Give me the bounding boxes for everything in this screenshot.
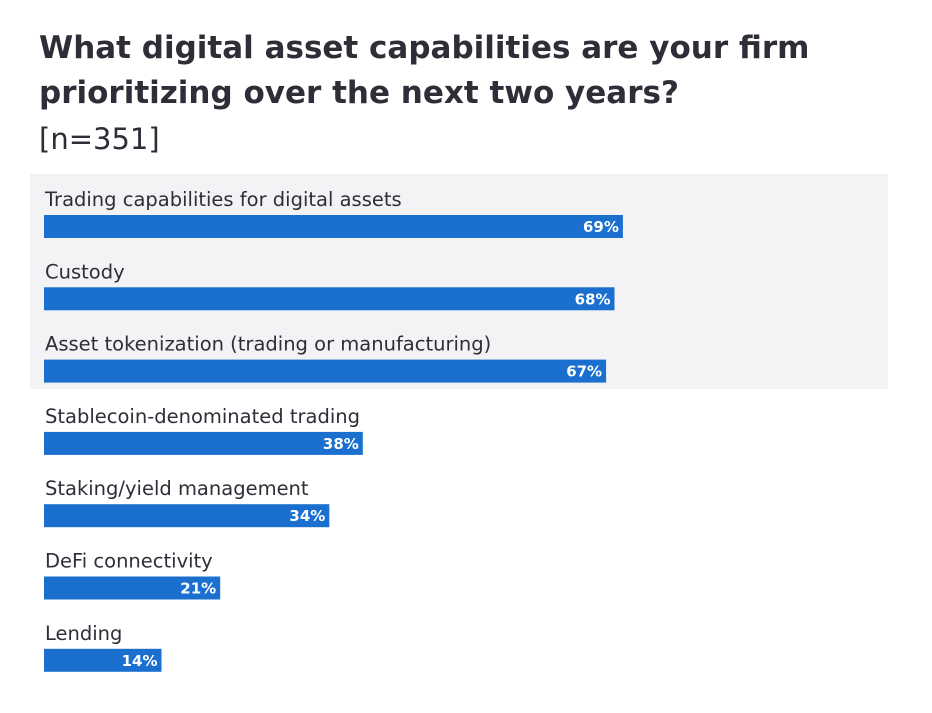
category-label: Custody bbox=[45, 260, 125, 283]
bar-value-label: 69% bbox=[583, 218, 619, 236]
bar bbox=[44, 359, 607, 383]
bar-value-label: 14% bbox=[122, 652, 158, 670]
top-three-highlight-band bbox=[30, 174, 888, 389]
sample-size-label: [n=351] bbox=[39, 122, 160, 156]
bar-value-label: 34% bbox=[289, 507, 325, 525]
bar bbox=[44, 648, 162, 672]
bar-value-label: 21% bbox=[180, 580, 216, 598]
category-label: Stablecoin-denominated trading bbox=[45, 405, 360, 428]
category-label: Asset tokenization (trading or manufactu… bbox=[45, 333, 491, 356]
bar-value-label: 68% bbox=[575, 290, 611, 308]
chart-title: What digital asset capabilities are your… bbox=[39, 30, 810, 111]
category-label: DeFi connectivity bbox=[45, 550, 213, 573]
bar bbox=[44, 504, 330, 528]
category-label: Staking/yield management bbox=[45, 477, 309, 500]
category-label: Lending bbox=[45, 622, 122, 645]
bar bbox=[44, 576, 221, 600]
bar-value-label: 38% bbox=[323, 435, 359, 453]
category-label: Trading capabilities for digital assets bbox=[44, 188, 402, 211]
bar bbox=[44, 431, 363, 455]
bar-value-label: 67% bbox=[566, 363, 602, 381]
bar bbox=[44, 215, 623, 238]
bar bbox=[44, 287, 615, 311]
